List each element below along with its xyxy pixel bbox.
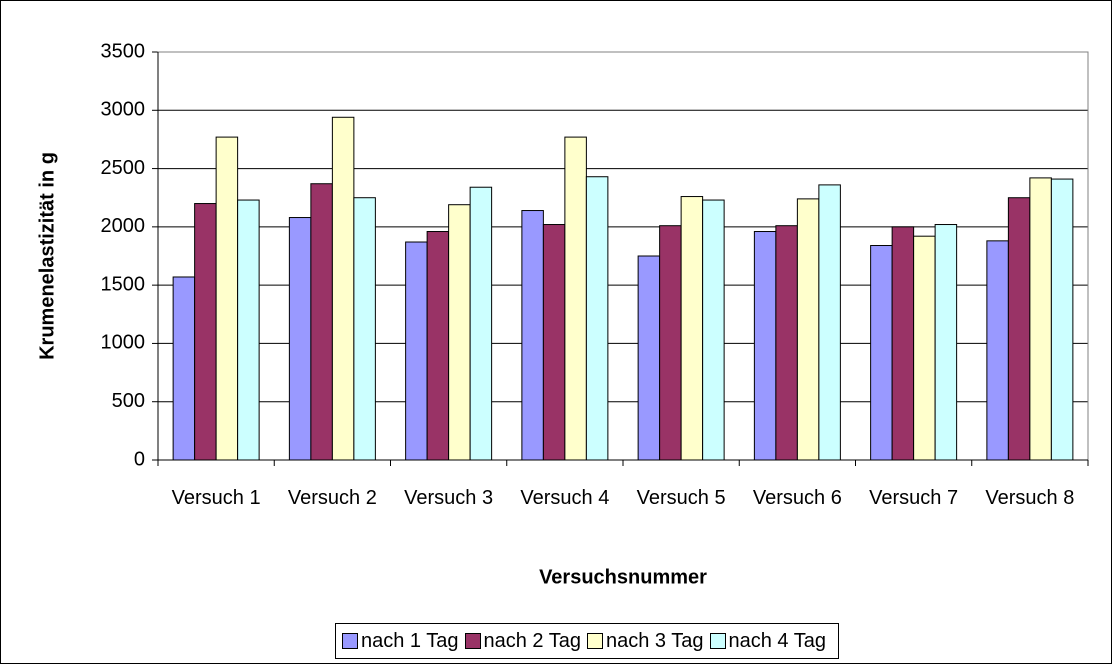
legend-entry: nach 2 Tag <box>464 629 582 653</box>
bar <box>637 255 661 461</box>
bar <box>680 196 704 461</box>
bar <box>986 240 1009 461</box>
legend-swatch <box>342 633 358 649</box>
x-tick-label: Versuch 2 <box>287 487 377 509</box>
x-tick-label: Versuch 4 <box>520 487 610 509</box>
bar <box>194 203 217 461</box>
bar <box>1050 178 1074 461</box>
bar <box>405 241 428 461</box>
bar <box>659 225 682 461</box>
legend-label: nach 2 Tag <box>483 629 582 652</box>
legend-entry: nach 1 Tag <box>342 630 459 653</box>
legend: nach 1 Tag nach 2 Tag nach 3 Tag nach 4 Tag <box>335 623 839 659</box>
y-tick-label: 1000 <box>101 332 146 354</box>
bar <box>310 183 333 461</box>
legend-label: nach 4 Tag <box>728 629 827 652</box>
bar <box>891 226 915 461</box>
bar <box>775 225 798 461</box>
legend-label: nach 3 Tag <box>606 629 704 652</box>
y-tick-label: 3000 <box>101 99 146 121</box>
bar <box>448 204 471 461</box>
bar <box>237 199 260 461</box>
bar <box>215 136 239 461</box>
legend-entry: nach 3 Tag <box>587 630 704 653</box>
legend-entry: nach 4 Tag <box>709 629 827 653</box>
y-tick-label: 3500 <box>101 40 146 62</box>
y-tick-label: 2000 <box>101 215 146 237</box>
bar <box>753 231 777 461</box>
x-tick-label: Versuch 3 <box>404 487 494 509</box>
bar <box>469 186 493 461</box>
bar <box>331 116 355 461</box>
x-tick-label: Versuch 6 <box>752 487 842 509</box>
bar <box>542 224 566 461</box>
x-axis-title: Versuchsnummer <box>539 566 707 588</box>
legend-label: nach 1 Tag <box>361 629 459 652</box>
x-tick-label: Versuch 8 <box>985 487 1075 509</box>
bar <box>288 217 312 461</box>
x-tick-label: Versuch 5 <box>636 487 726 509</box>
bar <box>913 235 936 461</box>
y-tick-label: 0 <box>134 448 145 470</box>
y-axis-title: Krumenelastizität in g <box>36 152 58 360</box>
bar <box>1007 197 1031 461</box>
bar <box>1029 177 1052 461</box>
x-tick-label: Versuch 1 <box>171 487 261 509</box>
bar <box>521 210 544 461</box>
bar <box>702 199 725 461</box>
legend-swatch <box>709 633 726 649</box>
y-tick-label: 500 <box>112 390 145 412</box>
legend-swatch <box>464 633 481 649</box>
bar <box>934 224 958 461</box>
bar <box>172 276 196 461</box>
y-tick-label: 1500 <box>101 273 146 295</box>
bar <box>870 245 893 461</box>
y-tick-label: 2500 <box>101 157 146 179</box>
x-tick-label: Versuch 7 <box>869 487 959 509</box>
bar <box>796 198 820 461</box>
legend-swatch <box>587 633 603 649</box>
bar <box>426 231 450 461</box>
bar <box>585 176 609 461</box>
bar <box>564 136 587 461</box>
bar <box>818 184 841 461</box>
bar <box>353 197 376 461</box>
